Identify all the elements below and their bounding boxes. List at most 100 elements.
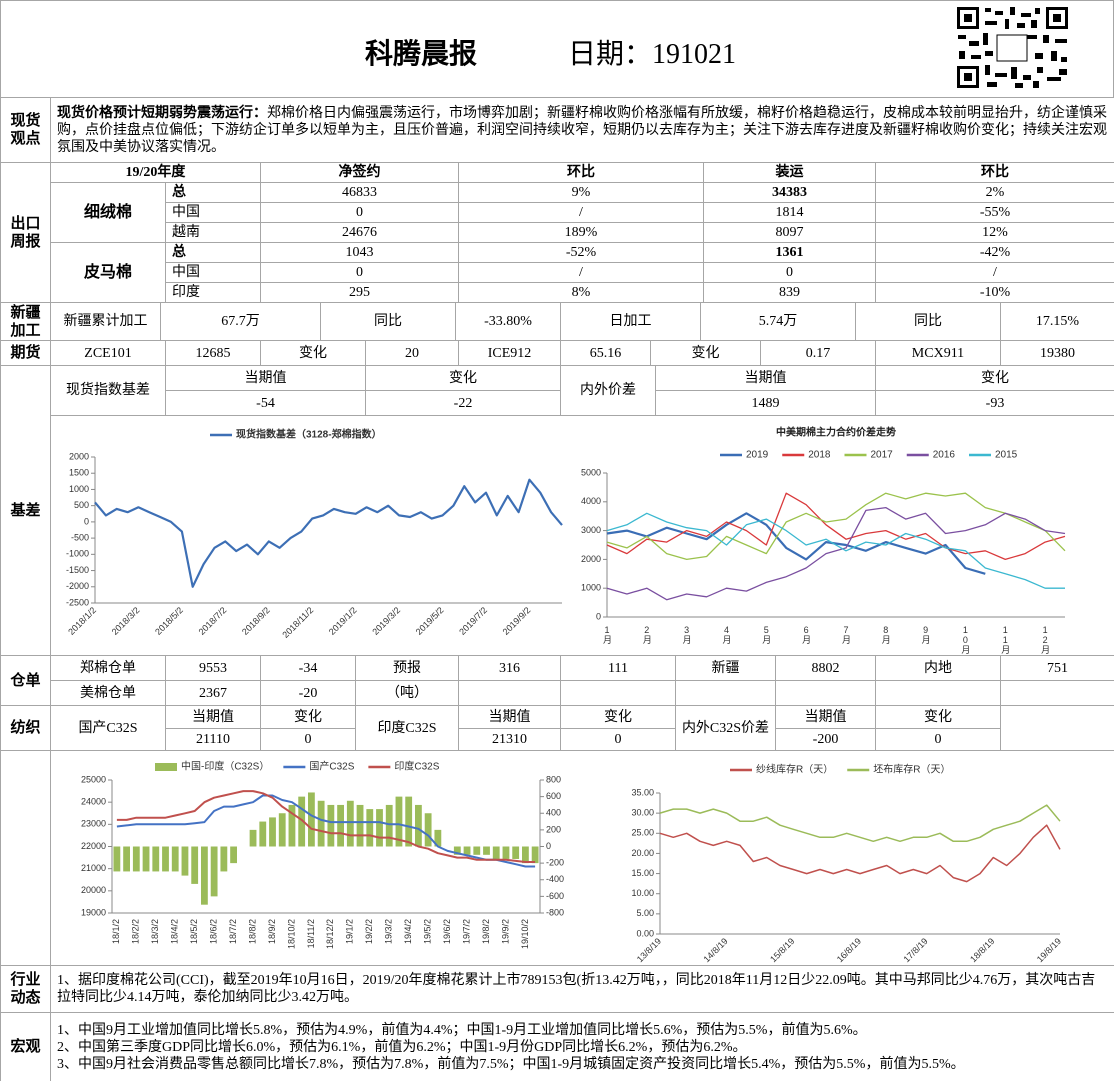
x-tick-label: 18/12/2 xyxy=(325,919,335,949)
group-name: 细绒棉 xyxy=(50,182,166,243)
bar xyxy=(424,813,432,847)
macro-box: 1、中国9月工业增加值同比增长5.8%，预估为4.9%，前值为4.4%；中国1-… xyxy=(50,1012,1114,1081)
value-cell: 5.74万 xyxy=(700,302,856,341)
value-cell: 0 xyxy=(560,728,676,751)
x-tick-label: 2019/3/2 xyxy=(370,605,402,637)
value-cell: 12685 xyxy=(165,340,261,366)
bar xyxy=(308,792,315,847)
value-cell: 变化 xyxy=(260,340,366,366)
y-tick-label: 5.00 xyxy=(636,908,654,918)
y-tick-label: 10.00 xyxy=(631,888,654,898)
section-label: 仓单 xyxy=(0,655,51,706)
bar xyxy=(473,846,481,855)
bar xyxy=(346,800,354,847)
series-line xyxy=(606,512,1065,589)
x-tick-label: 18/4/2 xyxy=(170,919,180,944)
value-cell: 美棉仓单 xyxy=(50,680,166,706)
series-line xyxy=(116,790,536,863)
value-cell: 65.16 xyxy=(560,340,651,366)
bar xyxy=(522,846,529,864)
row-label: 印度C32S xyxy=(355,705,459,751)
x-tick-label: 19/6/2 xyxy=(442,919,452,944)
bar xyxy=(162,846,169,872)
bar xyxy=(132,846,140,872)
bar xyxy=(531,846,539,864)
value-cell: 9553 xyxy=(165,655,261,681)
value-cell: 17.15% xyxy=(1000,302,1114,341)
value-cell: 8802 xyxy=(775,655,876,681)
y-tick-label: 19000 xyxy=(81,907,106,917)
value-cell: 2367 xyxy=(165,680,261,706)
value-cell: -93 xyxy=(875,390,1114,416)
x-tick-label: 15/8/19 xyxy=(768,936,796,964)
value-cell: 0 xyxy=(260,202,459,223)
series-line xyxy=(606,492,1066,561)
chart: 0.00 5.00 10.00 15.00 20.00 25.00 30.00 35.00 13… xyxy=(631,763,1063,965)
value-cell: 24676 xyxy=(260,222,459,243)
x-tick-label: 12月 xyxy=(1040,625,1050,655)
x-tick-label: 4月 xyxy=(721,625,731,645)
section-label: 宏观 xyxy=(0,1012,51,1081)
value-cell: 1489 xyxy=(655,390,876,416)
y-tick-label: 1500 xyxy=(69,468,89,478)
row-label: 中国 xyxy=(165,202,261,223)
x-tick-label: 19/10/2 xyxy=(520,919,530,949)
legend-label: 现货指数基差（3128-郑棉指数） xyxy=(236,428,382,441)
value-cell: 0 xyxy=(703,262,876,283)
x-tick-label: 2018/5/2 xyxy=(153,605,185,637)
y2-tick-label: 600 xyxy=(546,791,561,801)
bar xyxy=(269,817,276,847)
x-tick-label: 2018/9/2 xyxy=(240,605,272,637)
legend-label: 印度C32S xyxy=(394,760,439,773)
y-tick-label: 0 xyxy=(84,516,89,526)
legend-label: 坯布库存R（天） xyxy=(873,763,950,776)
value-cell: 9% xyxy=(458,182,704,203)
value-cell: 12% xyxy=(875,222,1114,243)
value-cell: 20 xyxy=(365,340,459,366)
x-tick-label: 18/10/2 xyxy=(286,919,296,949)
value-cell: 新疆 xyxy=(675,655,776,681)
x-tick-label: 18/3/2 xyxy=(150,919,160,944)
bar xyxy=(327,804,335,847)
bar xyxy=(152,846,160,872)
y-tick-label: -500 xyxy=(71,532,89,542)
y-tick-label: 2000 xyxy=(581,554,601,564)
bar xyxy=(298,796,306,847)
value-cell: -20 xyxy=(260,680,356,706)
value-cell: 19380 xyxy=(1000,340,1114,366)
value-cell: 1814 xyxy=(703,202,876,223)
value-cell: -42% xyxy=(875,242,1114,263)
empty-cell xyxy=(560,680,676,706)
value-cell: 839 xyxy=(703,282,876,303)
x-tick-label: 17/8/19 xyxy=(901,936,929,964)
bar xyxy=(181,846,189,876)
group-name: 皮马棉 xyxy=(50,242,166,303)
x-tick-label: 2018/3/2 xyxy=(110,605,142,637)
value-cell: 21110 xyxy=(165,728,261,751)
x-tick-label: 5月 xyxy=(761,625,771,645)
x-tick-label: 19/4/2 xyxy=(403,919,413,944)
chart: 中美期棉主力合约价差走势 0 1000 2000 3000 4000 5000 1月 2月 3月 4… xyxy=(581,426,1066,655)
value-cell: -54 xyxy=(165,390,366,416)
value-cell: ZCE101 xyxy=(50,340,166,366)
bar xyxy=(492,846,500,859)
chart-title: 中美期棉主力合约价差走势 xyxy=(776,426,896,439)
series-line xyxy=(94,478,563,588)
y-tick-label: 15.00 xyxy=(631,868,654,878)
industry-box: 1、据印度棉花公司(CCI)，截至2019年10月16日，2019/20年度棉花… xyxy=(50,965,1114,1013)
bar xyxy=(171,846,179,872)
section-label: 现货观点 xyxy=(0,97,51,163)
legend-label: 2016 xyxy=(933,450,956,461)
qr-code xyxy=(955,5,1070,90)
x-tick-label: 19/8/19 xyxy=(1035,936,1063,964)
y-tick-label: 2000 xyxy=(69,451,89,461)
section-label: 出口周报 xyxy=(0,162,51,303)
x-tick-label: 2月 xyxy=(642,625,652,645)
column-header: 变化 xyxy=(875,705,1001,729)
empty-cell xyxy=(0,750,51,966)
bar xyxy=(512,846,520,859)
x-tick-label: 1月 xyxy=(602,625,612,645)
row-label: 总 xyxy=(165,242,261,263)
column-header: 变化 xyxy=(875,365,1114,391)
x-tick-label: 18/8/19 xyxy=(968,936,996,964)
